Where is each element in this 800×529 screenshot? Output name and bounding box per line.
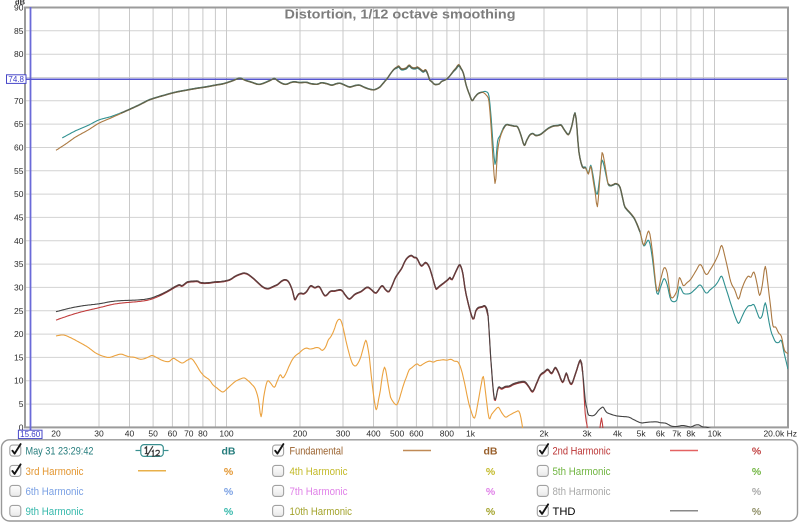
svg-text:600: 600 [409,429,423,439]
svg-text:6k: 6k [656,429,666,439]
svg-text:5k: 5k [637,429,647,439]
svg-text:1k: 1k [466,429,476,439]
svg-text:65: 65 [14,119,24,129]
svg-text:2nd Harmonic: 2nd Harmonic [553,446,611,458]
svg-text:60: 60 [168,429,178,439]
svg-text:30: 30 [14,282,24,292]
svg-text:dB: dB [222,446,236,458]
svg-text:%: % [224,506,234,518]
svg-text:3rd Harmonic: 3rd Harmonic [26,466,84,478]
svg-text:4th Harmonic: 4th Harmonic [290,466,348,478]
svg-text:2k: 2k [540,429,550,439]
svg-text:200: 200 [293,429,307,439]
svg-text:10th Harmonic: 10th Harmonic [290,506,353,518]
svg-text:dB: dB [484,446,498,458]
svg-text:80: 80 [198,429,208,439]
svg-text:35: 35 [14,259,24,269]
svg-text:70: 70 [14,96,24,106]
svg-text:7k: 7k [672,429,682,439]
svg-text:25: 25 [14,306,24,316]
svg-text:May 31 23:29:42: May 31 23:29:42 [26,446,94,458]
svg-text:55: 55 [14,166,24,176]
svg-text:70: 70 [184,429,194,439]
svg-text:20.0k Hz: 20.0k Hz [763,429,797,439]
svg-text:%: % [752,466,762,478]
svg-text:500: 500 [390,429,404,439]
svg-text:8k: 8k [686,429,696,439]
svg-text:50: 50 [14,189,24,199]
svg-text:40: 40 [125,429,135,439]
svg-text:40: 40 [14,236,24,246]
svg-text:100: 100 [219,429,233,439]
svg-text:90: 90 [14,3,24,13]
svg-text:Fundamental: Fundamental [290,446,344,458]
svg-text:15.60: 15.60 [20,430,41,439]
svg-text:30: 30 [94,429,104,439]
svg-text:%: % [752,486,762,498]
svg-text:6th Harmonic: 6th Harmonic [26,486,84,498]
svg-text:8th Harmonic: 8th Harmonic [553,486,611,498]
svg-text:74.8: 74.8 [8,75,24,84]
svg-text:20: 20 [51,429,61,439]
svg-text:%: % [486,486,496,498]
svg-text:800: 800 [440,429,454,439]
svg-text:5: 5 [19,399,24,409]
svg-text:4k: 4k [613,429,623,439]
svg-text:10: 10 [14,376,24,386]
svg-text:10k: 10k [708,429,722,439]
svg-text:%: % [224,466,234,478]
svg-text:dB: dB [15,0,26,7]
svg-text:400: 400 [366,429,380,439]
svg-text:5th Harmonic: 5th Harmonic [553,466,611,478]
svg-text:%: % [486,466,496,478]
svg-text:85: 85 [14,26,24,36]
svg-text:300: 300 [336,429,350,439]
svg-text:7th Harmonic: 7th Harmonic [290,486,348,498]
svg-text:0: 0 [19,422,24,432]
svg-text:15: 15 [14,352,24,362]
svg-text:Distortion, 1/12 octave smooth: Distortion, 1/12 octave smoothing [285,7,516,22]
svg-text:50: 50 [148,429,158,439]
svg-text:%: % [224,486,234,498]
svg-text:%: % [752,446,762,458]
svg-text:45: 45 [14,212,24,222]
svg-text:20: 20 [14,329,24,339]
svg-text:80: 80 [14,49,24,59]
svg-text:%: % [486,506,496,518]
svg-text:THD: THD [553,506,576,518]
svg-text:%: % [752,506,762,518]
svg-text:60: 60 [14,143,24,153]
svg-text:3k: 3k [583,429,593,439]
svg-text:9th Harmonic: 9th Harmonic [26,506,84,518]
